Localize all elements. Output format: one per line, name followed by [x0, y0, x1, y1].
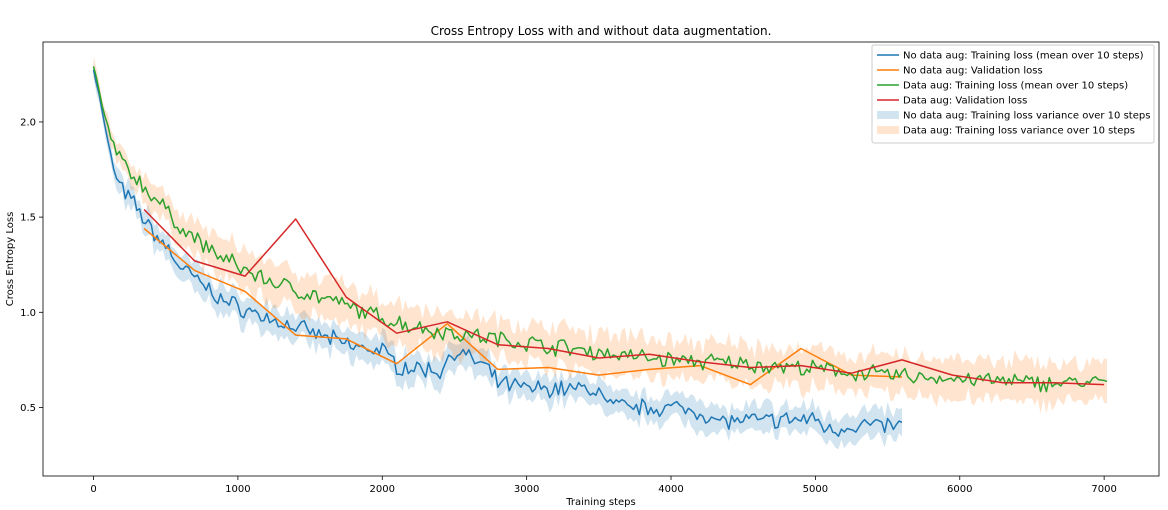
legend-item-data-aug-validation-loss: Data aug: Validation loss: [877, 96, 1027, 107]
x-axis-label: Training steps: [565, 497, 635, 508]
legend-item-data-aug-training-loss-variance-over-10-steps: Data aug: Training loss variance over 10…: [877, 126, 1135, 137]
x-tick-label: 0: [90, 484, 96, 495]
legend-swatch: [877, 111, 899, 119]
variance-bands: [93, 56, 1107, 450]
legend-swatch: [877, 126, 899, 134]
series-lines: [92, 66, 1108, 437]
x-axis: 0 1000 2000 3000 4000 5000 6000 7000: [90, 476, 1117, 495]
y-tick-label: 1.0: [20, 308, 36, 319]
line-data-aug-training-loss-mean-over-10-steps: [92, 66, 1108, 393]
y-axis-label: Cross Entropy Loss: [5, 212, 16, 307]
y-tick-label: 2.0: [20, 117, 36, 128]
legend-label: Data aug: Validation loss: [903, 96, 1027, 107]
x-tick-label: 7000: [1091, 484, 1116, 495]
y-tick-label: 1.5: [20, 213, 36, 224]
y-axis: 0.5 1.0 1.5 2.0: [20, 117, 43, 414]
legend-label: No data aug: Validation loss: [903, 66, 1043, 77]
band-data-aug-training-loss-variance-over-10-steps: [93, 56, 1107, 414]
legend-item-no-data-aug-validation-loss: No data aug: Validation loss: [877, 66, 1043, 77]
chart-title: Cross Entropy Loss with and without data…: [431, 24, 772, 38]
legend-box: [871, 44, 1155, 144]
x-tick-label: 4000: [658, 484, 683, 495]
plot-frame: [42, 41, 1160, 477]
x-tick-label: 2000: [370, 484, 395, 495]
y-tick-label: 0.5: [20, 403, 36, 414]
legend-label: Data aug: Training loss variance over 10…: [903, 126, 1135, 137]
legend: No data aug: Training loss (mean over 10…: [871, 44, 1155, 144]
line-no-data-aug-training-loss-mean-over-10-steps: [92, 69, 903, 437]
x-tick-label: 5000: [803, 484, 828, 495]
legend-item-no-data-aug-training-loss-mean-over-10-steps: No data aug: Training loss (mean over 10…: [877, 51, 1144, 62]
legend-label: No data aug: Training loss variance over…: [903, 111, 1150, 122]
legend-label: Data aug: Training loss (mean over 10 st…: [903, 81, 1128, 92]
legend-label: No data aug: Training loss (mean over 10…: [903, 51, 1144, 62]
x-tick-label: 3000: [514, 484, 539, 495]
line-data-aug-validation-loss: [143, 208, 1105, 386]
legend-item-no-data-aug-training-loss-variance-over-10-steps: No data aug: Training loss variance over…: [877, 111, 1150, 122]
x-tick-label: 6000: [947, 484, 972, 495]
x-tick-label: 1000: [225, 484, 250, 495]
legend-item-data-aug-training-loss-mean-over-10-steps: Data aug: Training loss (mean over 10 st…: [877, 81, 1128, 92]
